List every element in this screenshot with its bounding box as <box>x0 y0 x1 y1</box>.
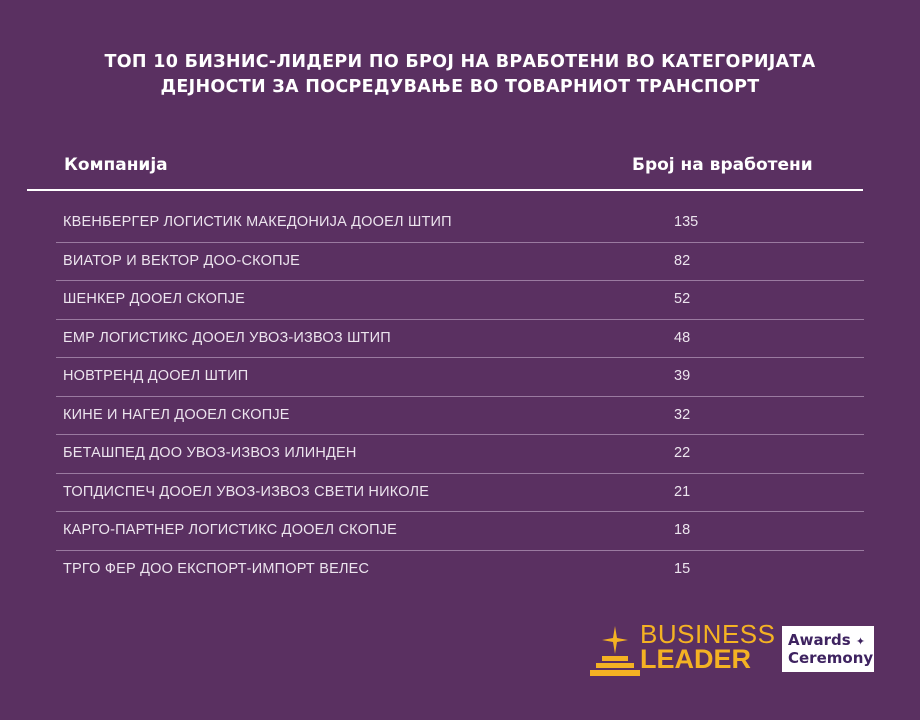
company-name: БЕТАШПЕД ДОО УВОЗ-ИЗВОЗ ИЛИНДЕН <box>63 445 357 461</box>
table-row: КВЕНБЕРГЕР ЛОГИСТИК МАКЕДОНИЈА ДООЕЛ ШТИ… <box>56 204 864 243</box>
employee-count: 39 <box>674 368 691 384</box>
header-divider <box>27 189 863 191</box>
ranking-table: КВЕНБЕРГЕР ЛОГИСТИК МАКЕДОНИЈА ДООЕЛ ШТИ… <box>56 204 864 589</box>
title-line-1: ТОП 10 БИЗНИС-ЛИДЕРИ ПО БРОЈ НА ВРАБОТЕН… <box>104 52 816 72</box>
logo-business: BUSINESS <box>640 619 776 649</box>
company-name: ШЕНКЕР ДООЕЛ СКОПЈЕ <box>63 291 246 307</box>
table-row: КИНЕ И НАГЕЛ ДООЕЛ СКОПЈЕ 32 <box>56 397 864 435</box>
page-title: ТОП 10 БИЗНИС-ЛИДЕРИ ПО БРОЈ НА ВРАБОТЕН… <box>0 50 920 100</box>
company-name: КАРГО-ПАРТНЕР ЛОГИСТИКС ДООЕЛ СКОПЈЕ <box>63 522 398 538</box>
table-row: ТОПДИСПЕЧ ДООЕЛ УВОЗ-ИЗВОЗ СВЕТИ НИКОЛЕ 2… <box>56 474 864 512</box>
column-header-company: Компанија <box>64 155 168 175</box>
table-row: ШЕНКЕР ДООЕЛ СКОПЈЕ 52 <box>56 281 864 320</box>
badge-awards: Awards <box>788 631 851 649</box>
company-name: ЕМР ЛОГИСТИКС ДООЕЛ УВОЗ-ИЗВОЗ ШТИП <box>63 329 391 346</box>
company-name: НОВТРЕНД ДООЕЛ ШТИП <box>63 368 249 384</box>
column-header-employees: Број на вработени <box>632 155 813 175</box>
employee-count: 22 <box>674 445 691 461</box>
table-row: БЕТАШПЕД ДОО УВОЗ-ИЗВОЗ ИЛИНДЕН 22 <box>56 435 864 474</box>
employee-count: 32 <box>674 406 691 423</box>
employee-count: 135 <box>674 214 699 230</box>
sparkle-icon: ✦ <box>855 635 866 648</box>
business-leader-logo: BUSINESS LEADER Awards ✦ Ceremony <box>588 618 878 678</box>
awards-ceremony-badge: Awards ✦ Ceremony <box>782 626 874 672</box>
employee-count: 15 <box>674 560 691 577</box>
company-name: ТОПДИСПЕЧ ДООЕЛ УВОЗ-ИЗВОЗ СВЕТИ НИКОЛЕ <box>63 483 430 500</box>
table-row: КАРГО-ПАРТНЕР ЛОГИСТИКС ДООЕЛ СКОПЈЕ 18 <box>56 512 864 551</box>
logo-leader: LEADER <box>640 644 752 674</box>
employee-count: 52 <box>674 291 691 307</box>
badge-ceremony: Ceremony <box>788 649 874 667</box>
table-row: ТРГО ФЕР ДОО ЕКСПОРТ-ИМПОРТ ВЕЛЕС 15 <box>56 551 864 590</box>
company-name: ВИАТОР И ВЕКТОР ДОО-СКОПЈЕ <box>63 252 301 269</box>
company-name: КВЕНБЕРГЕР ЛОГИСТИК МАКЕДОНИЈА ДООЕЛ ШТИ… <box>63 214 452 230</box>
table-row: ВИАТОР И ВЕКТОР ДОО-СКОПЈЕ 82 <box>56 243 864 281</box>
title-line-2: ДЕЈНОСТИ ЗА ПОСРЕДУВАЊЕ ВО ТОВАРНИОТ ТРА… <box>160 77 760 97</box>
company-name: КИНЕ И НАГЕЛ ДООЕЛ СКОПЈЕ <box>63 406 290 423</box>
employee-count: 21 <box>674 483 691 500</box>
table-row: НОВТРЕНД ДООЕЛ ШТИП 39 <box>56 358 864 397</box>
table-row: ЕМР ЛОГИСТИКС ДООЕЛ УВОЗ-ИЗВОЗ ШТИП 48 <box>56 320 864 358</box>
employee-count: 48 <box>674 329 691 346</box>
podium-star-icon <box>590 626 640 676</box>
employee-count: 82 <box>674 252 691 269</box>
employee-count: 18 <box>674 522 691 538</box>
company-name: ТРГО ФЕР ДОО ЕКСПОРТ-ИМПОРТ ВЕЛЕС <box>63 560 370 577</box>
